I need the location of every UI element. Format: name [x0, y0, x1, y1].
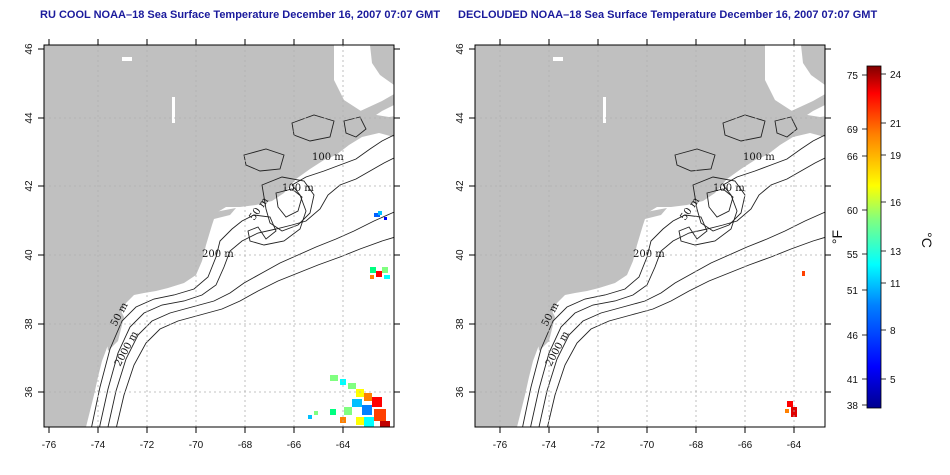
lon-label: -68 — [689, 440, 704, 451]
celsius-label: 13 — [890, 247, 902, 258]
lat-tick-labels: 46 44 42 40 38 36 — [24, 43, 35, 398]
lon-label: -74 — [91, 440, 106, 451]
lat-label: 36 — [455, 386, 466, 398]
axis-ticks — [469, 39, 831, 433]
map-frame — [474, 44, 826, 428]
lat-label: 46 — [24, 43, 35, 55]
lon-label: -64 — [336, 440, 351, 451]
fahrenheit-label: 66 — [847, 152, 859, 163]
lat-lon-grid — [475, 45, 825, 427]
fahrenheit-label: 46 — [847, 331, 859, 342]
lon-label: -64 — [787, 440, 802, 451]
map-panel-right: 100 m 100 m 50 m 200 m 50 m 2000 m — [455, 39, 831, 451]
fahrenheit-tick-labels: 75 69 66 60 55 51 46 41 38 — [847, 71, 859, 412]
lat-label: 40 — [24, 249, 35, 261]
celsius-label: 21 — [890, 119, 902, 130]
lon-tick-labels: -76 -74 -72 -70 -68 -66 -64 — [42, 440, 351, 451]
map-panel-left: 100 m 100 m 50 m 200 m 50 m 2000 m — [24, 39, 400, 451]
celsius-label: 8 — [890, 326, 896, 337]
celsius-label: 19 — [890, 151, 902, 162]
lat-label: 42 — [455, 180, 466, 192]
lat-label: 40 — [455, 249, 466, 261]
celsius-label: 16 — [890, 198, 902, 209]
lon-label: -68 — [238, 440, 253, 451]
lat-label: 46 — [455, 43, 466, 55]
lon-label: -66 — [738, 440, 753, 451]
contour-label-200m: 200 m — [202, 249, 234, 260]
lon-label: -72 — [140, 440, 155, 451]
map-title-right: DECLOUDED NOAA–18 Sea Surface Temperatur… — [458, 9, 878, 21]
contour-label-100m-a: 100 m — [312, 152, 344, 163]
fahrenheit-label: 60 — [847, 206, 859, 217]
celsius-tick-labels: 24 21 19 16 13 11 8 5 — [890, 70, 902, 386]
celsius-label: 24 — [890, 70, 902, 81]
celsius-unit-label: °C — [919, 232, 935, 248]
celsius-label: 11 — [890, 279, 901, 290]
fahrenheit-label: 41 — [847, 375, 859, 386]
fahrenheit-label: 51 — [847, 286, 859, 297]
contour-label-200m: 200 m — [633, 249, 665, 260]
colorbar-ticks — [862, 73, 886, 406]
lat-label: 44 — [455, 112, 466, 124]
lake — [603, 97, 606, 123]
lake — [553, 57, 563, 61]
colorbar-gradient — [866, 65, 882, 409]
lon-label: -76 — [42, 440, 57, 451]
lat-label: 38 — [24, 318, 35, 330]
lat-label: 36 — [24, 386, 35, 398]
lon-label: -74 — [542, 440, 557, 451]
celsius-label: 5 — [890, 375, 896, 386]
fahrenheit-unit-label: °F — [829, 230, 845, 244]
lon-label: -70 — [189, 440, 204, 451]
lat-label: 44 — [24, 112, 35, 124]
lon-label: -72 — [591, 440, 606, 451]
lon-label: -66 — [287, 440, 302, 451]
fahrenheit-label: 55 — [847, 250, 859, 261]
lat-label: 42 — [24, 180, 35, 192]
fahrenheit-label: 38 — [847, 401, 859, 412]
axis-ticks — [38, 39, 400, 433]
fahrenheit-label: 75 — [847, 71, 859, 82]
contour-label-100m-b: 100 m — [713, 183, 745, 194]
lake — [172, 97, 175, 123]
fahrenheit-label: 69 — [847, 125, 859, 136]
map-frame — [43, 44, 395, 428]
lake — [122, 57, 132, 61]
contour-label-100m-b: 100 m — [282, 183, 314, 194]
lon-label: -76 — [493, 440, 508, 451]
lat-lon-grid — [44, 45, 394, 427]
lat-label: 38 — [455, 318, 466, 330]
lon-tick-labels: -76 -74 -72 -70 -68 -66 -64 — [493, 440, 802, 451]
temperature-colorbar: 75 69 66 60 55 51 46 41 38 24 21 19 16 1… — [829, 65, 935, 412]
map-title-left: RU COOL NOAA–18 Sea Surface Temperature … — [40, 9, 441, 21]
lon-label: -70 — [640, 440, 655, 451]
lat-tick-labels: 46 44 42 40 38 36 — [455, 43, 466, 398]
contour-label-100m-a: 100 m — [743, 152, 775, 163]
sst-patches — [308, 211, 390, 427]
